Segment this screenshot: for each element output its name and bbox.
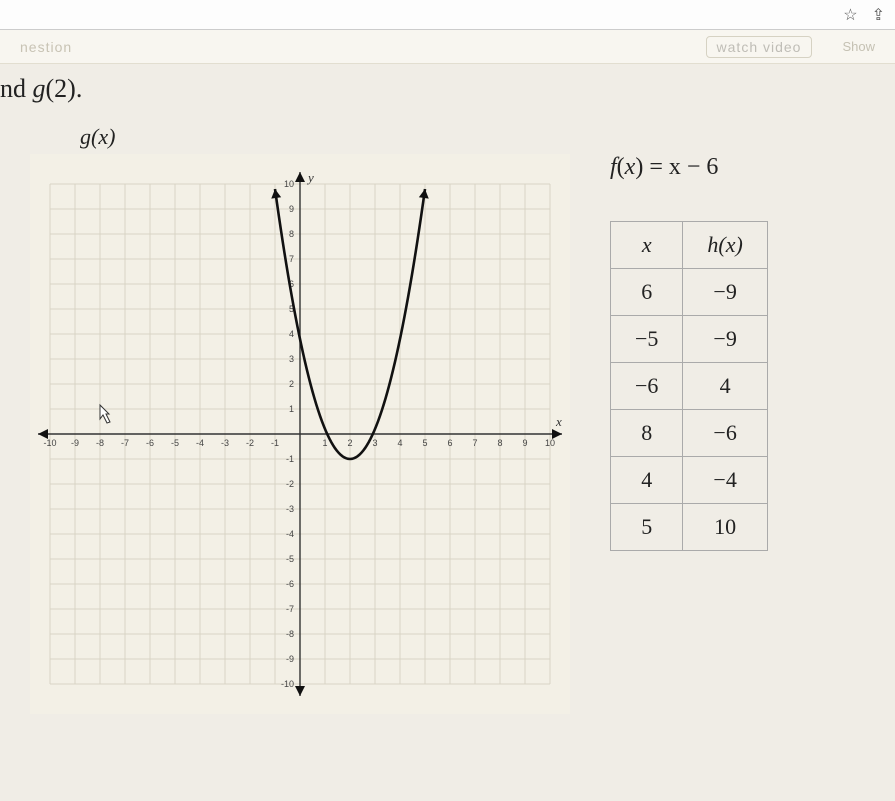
table-cell: −9 [683, 269, 767, 316]
svg-text:-8: -8 [286, 629, 294, 639]
svg-text:4: 4 [397, 438, 402, 448]
top-strip: nestion watch video Show [0, 30, 895, 64]
table-row: −64 [611, 363, 768, 410]
graph-function-label: g(x) [30, 124, 570, 150]
breadcrumb: nestion [20, 39, 72, 55]
svg-text:-10: -10 [43, 438, 56, 448]
svg-text:-9: -9 [71, 438, 79, 448]
svg-text:2: 2 [289, 379, 294, 389]
svg-text:-2: -2 [286, 479, 294, 489]
svg-text:-6: -6 [286, 579, 294, 589]
table-cell: 5 [611, 504, 683, 551]
svg-text:-9: -9 [286, 654, 294, 664]
svg-text:10: 10 [545, 438, 555, 448]
table-cell: 10 [683, 504, 767, 551]
table-cell: 4 [611, 457, 683, 504]
svg-text:-7: -7 [286, 604, 294, 614]
svg-text:9: 9 [289, 204, 294, 214]
table-cell: 4 [683, 363, 767, 410]
svg-text:3: 3 [372, 438, 377, 448]
f-formula: f(x) = x − 6 [610, 154, 885, 181]
svg-text:-4: -4 [286, 529, 294, 539]
question-text: nd g(2). [0, 64, 895, 114]
svg-text:x: x [555, 414, 562, 429]
svg-text:-8: -8 [96, 438, 104, 448]
svg-text:1: 1 [322, 438, 327, 448]
h-table-col-hx: h(x) [683, 222, 767, 269]
table-cell: −5 [611, 316, 683, 363]
svg-text:5: 5 [422, 438, 427, 448]
table-cell: −9 [683, 316, 767, 363]
svg-text:9: 9 [522, 438, 527, 448]
svg-text:-5: -5 [171, 438, 179, 448]
h-table: x h(x) 6−9−5−9−648−64−4510 [610, 221, 768, 551]
star-icon[interactable]: ☆ [843, 5, 857, 25]
svg-text:3: 3 [289, 354, 294, 364]
svg-text:6: 6 [447, 438, 452, 448]
show-label: Show [842, 39, 875, 54]
table-row: 8−6 [611, 410, 768, 457]
svg-text:7: 7 [289, 254, 294, 264]
svg-text:2: 2 [347, 438, 352, 448]
svg-text:-5: -5 [286, 554, 294, 564]
table-cell: 8 [611, 410, 683, 457]
table-row: 4−4 [611, 457, 768, 504]
table-cell: 6 [611, 269, 683, 316]
table-cell: −4 [683, 457, 767, 504]
svg-text:-10: -10 [281, 679, 294, 689]
svg-text:-7: -7 [121, 438, 129, 448]
svg-text:7: 7 [472, 438, 477, 448]
graph-canvas: -10 -9 -8 -7 -6 -5 -4 -3 -2 -1 1 2 3 4 5 6 7 8 9 10 -10 -9 -8 -… [30, 154, 570, 714]
svg-text:-1: -1 [286, 454, 294, 464]
table-row: 6−9 [611, 269, 768, 316]
extensions-icon[interactable]: ⇪ [872, 5, 885, 25]
graph-panel: g(x) -10-9-8-7-6-5-4-3-2-112345678910-10… [30, 124, 570, 714]
watch-video-button[interactable]: watch video [706, 36, 813, 58]
svg-text:-1: -1 [271, 438, 279, 448]
svg-text:-4: -4 [196, 438, 204, 448]
svg-text:8: 8 [289, 229, 294, 239]
table-cell: −6 [611, 363, 683, 410]
svg-text:-3: -3 [221, 438, 229, 448]
h-table-col-x: x [611, 222, 683, 269]
svg-text:-6: -6 [146, 438, 154, 448]
svg-text:10: 10 [284, 179, 294, 189]
browser-chrome: ☆ ⇪ [0, 0, 895, 30]
svg-text:-2: -2 [246, 438, 254, 448]
svg-text:y: y [306, 170, 314, 185]
table-row: −5−9 [611, 316, 768, 363]
svg-text:4: 4 [289, 329, 294, 339]
svg-text:1: 1 [289, 404, 294, 414]
svg-text:8: 8 [497, 438, 502, 448]
table-cell: −6 [683, 410, 767, 457]
table-row: 510 [611, 504, 768, 551]
svg-text:-3: -3 [286, 504, 294, 514]
